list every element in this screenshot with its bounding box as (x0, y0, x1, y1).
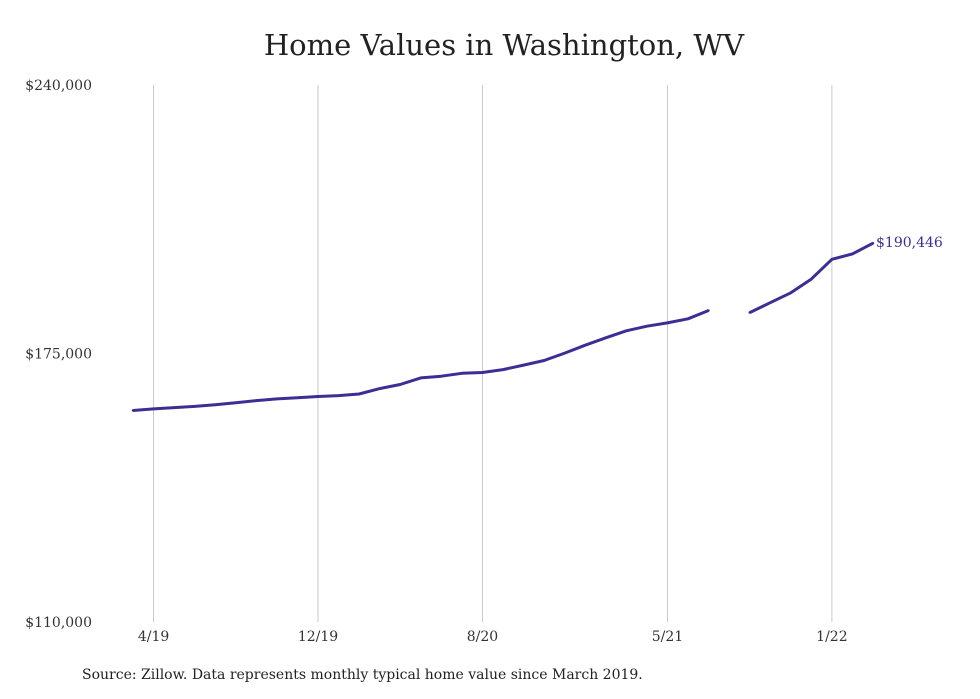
data-point (214, 403, 217, 406)
x-tick-label: 8/20 (467, 629, 498, 645)
y-tick-label: $175,000 (25, 347, 92, 363)
data-point (131, 409, 135, 412)
data-point (871, 242, 875, 245)
data-point (399, 383, 402, 386)
data-point (419, 376, 422, 380)
data-point (707, 309, 710, 312)
x-tick-label: 5/21 (652, 629, 683, 645)
data-point (563, 351, 566, 355)
series-line (132, 309, 710, 412)
data-point (172, 406, 176, 409)
data-point (234, 401, 237, 404)
data-point (357, 392, 361, 396)
data-point (748, 311, 751, 314)
data-point (542, 359, 546, 362)
data-point (789, 291, 792, 294)
data-point (645, 325, 649, 328)
data-point (440, 375, 443, 378)
data-point (522, 363, 525, 367)
y-tick-label: $110,000 (25, 615, 92, 631)
data-point (337, 394, 340, 397)
data-point (296, 396, 299, 399)
series-line (749, 241, 874, 314)
data-point (604, 336, 607, 340)
data-point (275, 397, 279, 401)
x-tick-label: 1/22 (816, 629, 847, 645)
data-point (686, 317, 690, 321)
data-point (851, 252, 854, 256)
source-note: Source: Zillow. Data represents monthly … (82, 667, 643, 683)
x-tick-label: 4/19 (138, 629, 169, 645)
data-point (769, 301, 772, 304)
data-point (378, 387, 381, 390)
x-tick-label: 12/19 (298, 629, 338, 645)
data-point (830, 258, 834, 261)
chart-title: Home Values in Washington, WV (263, 28, 745, 62)
data-point (460, 372, 464, 375)
y-tick-label: $240,000 (25, 78, 92, 94)
data-point (666, 321, 669, 325)
end-value-label: $190,446 (876, 235, 943, 251)
data-point (501, 368, 505, 371)
data-point (584, 344, 587, 347)
data-point (810, 277, 813, 281)
data-point (316, 395, 320, 398)
data-point (255, 399, 258, 402)
data-point (625, 329, 628, 332)
data-point (152, 407, 155, 411)
data-point (193, 405, 196, 408)
data-point (481, 371, 484, 374)
